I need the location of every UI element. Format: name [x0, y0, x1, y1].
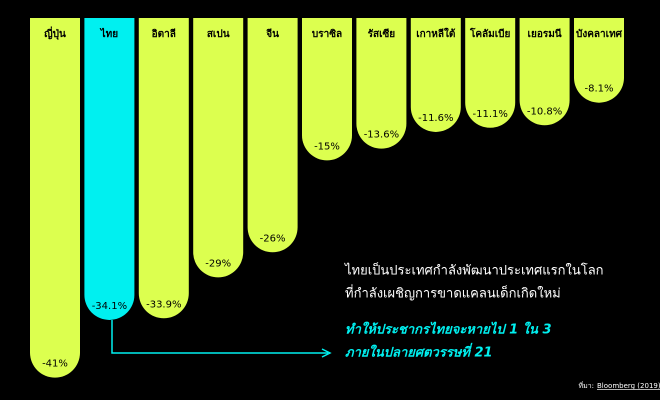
- highlight-text: ภายในปลายศตวรรษที่ 21: [345, 343, 493, 361]
- value-label: -8.1%: [584, 84, 613, 95]
- x-tick-label: เยอรมนี: [528, 28, 562, 40]
- x-tick-label: บังคลาเทศ: [576, 28, 623, 40]
- bar: [519, 18, 570, 126]
- value-label: -41%: [42, 359, 68, 370]
- x-tick-label: จีน: [266, 28, 279, 40]
- value-label: -10.8%: [527, 106, 562, 117]
- value-label: -26%: [260, 233, 286, 244]
- x-tick-label: สเปน: [207, 28, 230, 40]
- annotation: ไทยเป็นประเทศกำลังพัฒนาประเทศแรกในโลก: [344, 261, 604, 279]
- value-label: -15%: [314, 141, 340, 152]
- x-tick-label: ไทย: [100, 27, 119, 40]
- source-label: ที่มา:: [578, 381, 594, 390]
- bar: [410, 18, 461, 132]
- arrow: [111, 320, 328, 354]
- x-tick-label: บราซิล: [312, 28, 342, 40]
- source-link[interactable]: Bloomberg (2019): [597, 382, 660, 390]
- arrow-head: [321, 348, 332, 358]
- annotation: ที่กำลังเผชิญการขาดแคลนเด็กเกิดใหม่: [345, 284, 561, 302]
- x-tick-label: รัสเซีย: [368, 28, 396, 40]
- bar: [30, 18, 80, 378]
- bar: [465, 18, 516, 128]
- bar: [302, 18, 352, 161]
- value-label: -11.6%: [418, 113, 453, 124]
- bar: [138, 18, 189, 319]
- x-tick-label: โคลัมเบีย: [469, 27, 511, 40]
- bar: [574, 18, 624, 103]
- bar: [356, 18, 407, 149]
- highlight-text: ทำให้ประชากรไทยจะหายไป 1 ใน 3: [345, 322, 551, 338]
- bar: [193, 18, 244, 278]
- value-label: -33.9%: [146, 299, 181, 310]
- bar: [247, 18, 298, 253]
- x-tick-label: เกาหลีใต้: [416, 27, 455, 40]
- value-label: -11.1%: [473, 109, 508, 120]
- value-label: -29%: [205, 258, 231, 269]
- bar: [84, 18, 135, 320]
- x-tick-label: อิตาลี: [152, 28, 176, 40]
- value-label: -13.6%: [364, 130, 399, 141]
- value-label: -34.1%: [92, 301, 127, 312]
- x-tick-label: ญี่ปุ่น: [44, 26, 66, 40]
